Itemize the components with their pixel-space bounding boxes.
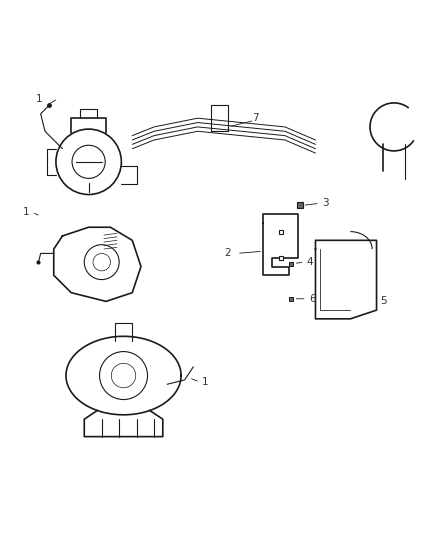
Text: 1: 1: [22, 207, 29, 217]
Text: 6: 6: [308, 294, 315, 304]
Text: 1: 1: [201, 377, 208, 387]
Text: 4: 4: [306, 257, 313, 267]
Text: 1: 1: [36, 94, 43, 103]
Text: 5: 5: [379, 296, 386, 306]
Text: 3: 3: [321, 198, 328, 208]
Text: 7: 7: [252, 113, 258, 123]
Text: 2: 2: [223, 248, 230, 259]
